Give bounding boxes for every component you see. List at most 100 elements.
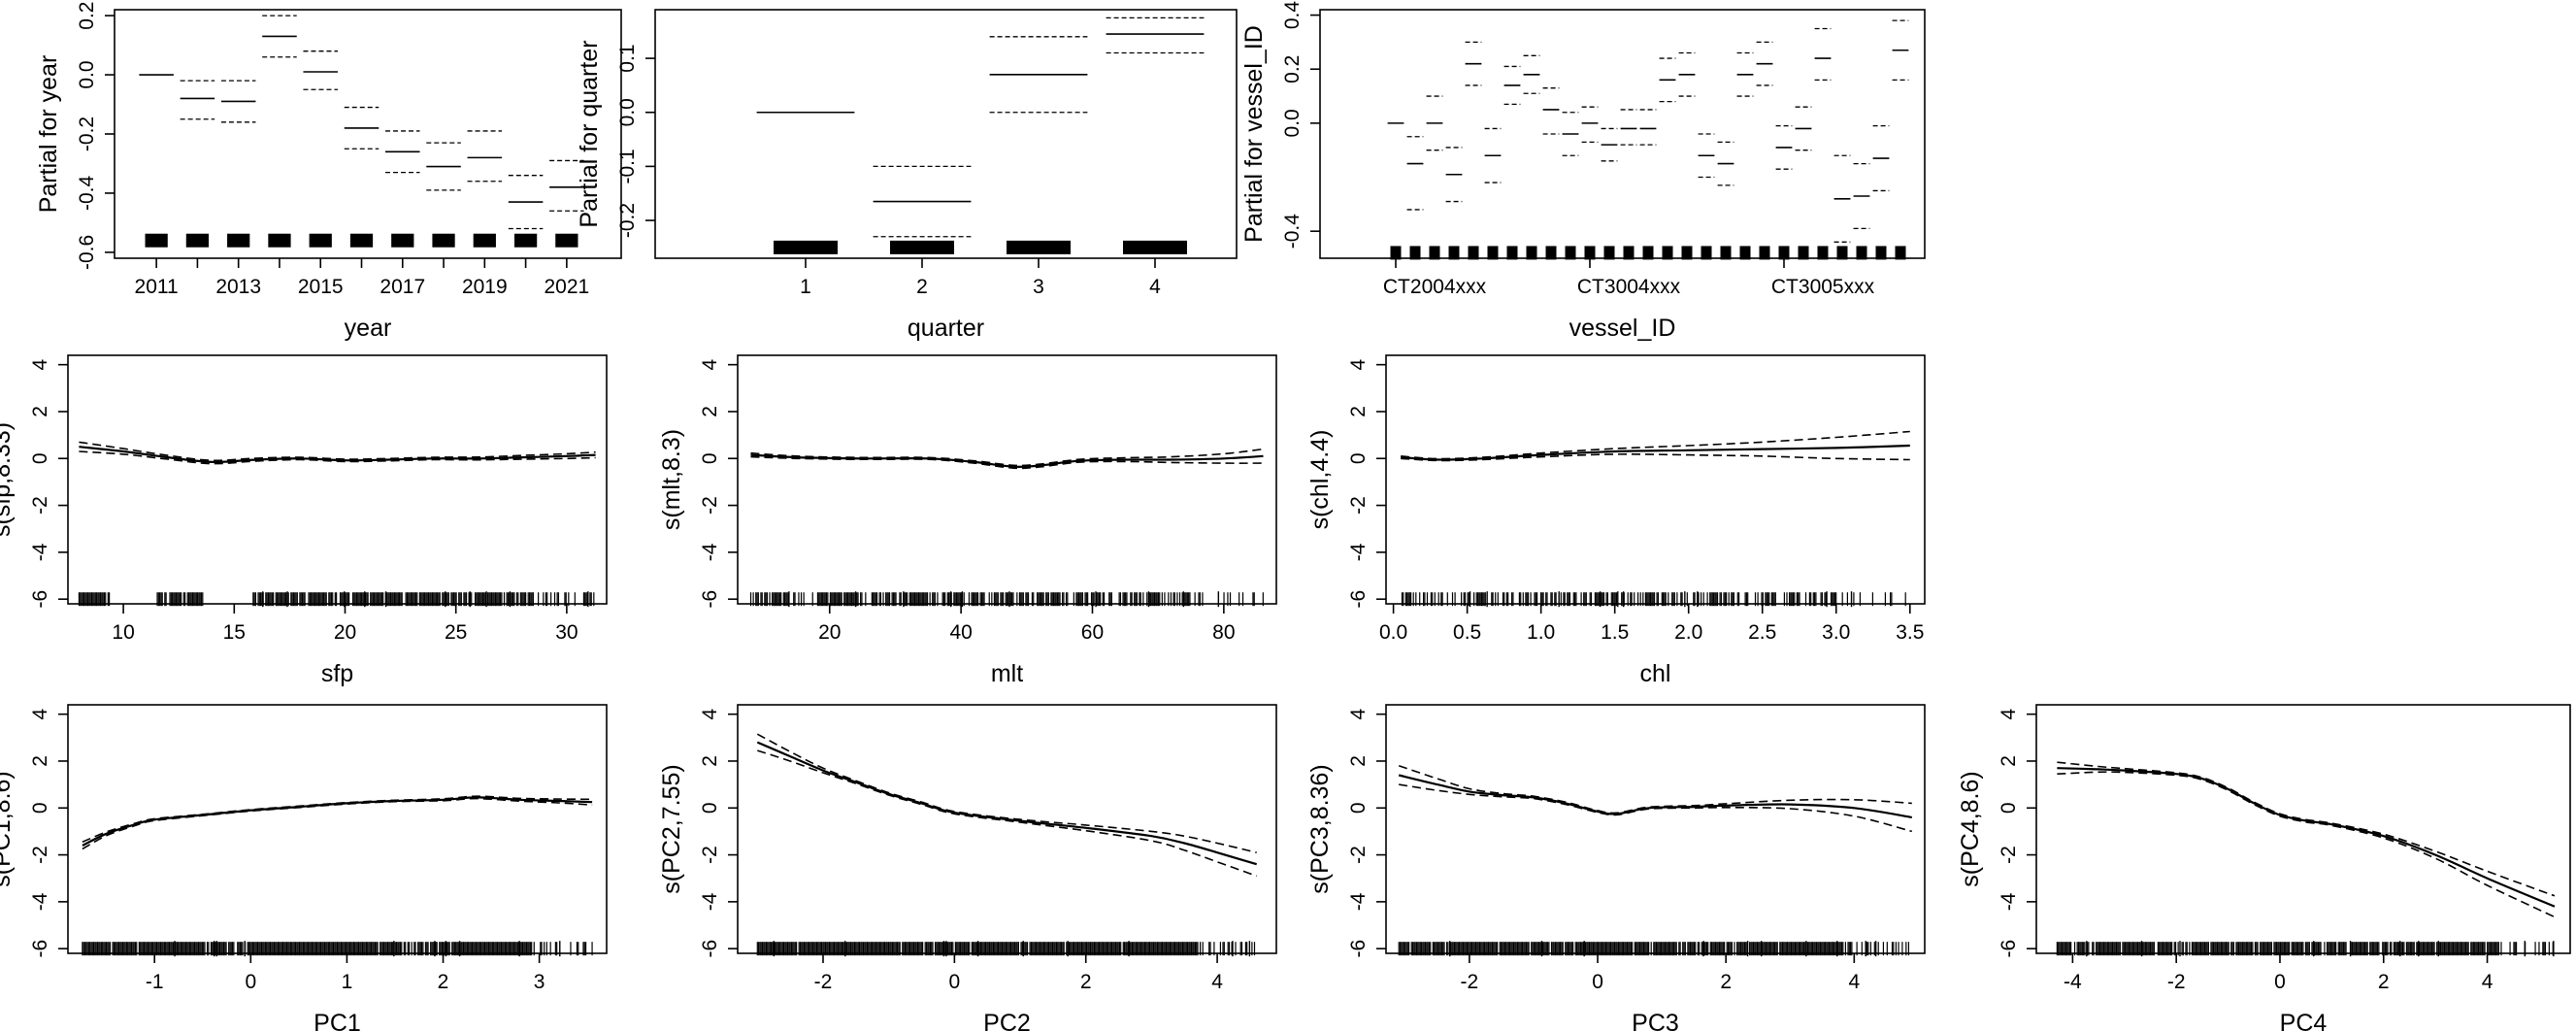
x-tick-label: 3 [1033, 276, 1044, 298]
x-tick-label: 30 [555, 621, 578, 644]
y-tick-label: 0 [1347, 802, 1370, 814]
y-axis-label: s(sfp,8.33) [0, 422, 16, 537]
factor-level [1620, 109, 1637, 260]
x-tick-label: 80 [1212, 621, 1235, 644]
x-axis-label: chl [1640, 660, 1671, 687]
x-tick-label: 2 [1720, 971, 1732, 993]
x-tick-label: 3.0 [1822, 621, 1850, 644]
rug-block [1123, 240, 1187, 254]
rug [1398, 941, 1910, 957]
x-tick-label: 20 [818, 621, 841, 644]
factor-level: 2015 [298, 50, 344, 298]
y-tick-label: 2 [29, 755, 51, 767]
rug-block [1778, 246, 1790, 260]
y-axis-label: s(chl,4.4) [1306, 430, 1334, 530]
rug [1401, 591, 1906, 608]
lower-ci-curve [757, 749, 1257, 878]
smooth-curve [2057, 767, 2556, 908]
y-tick-label: -6 [699, 590, 721, 609]
y-tick-label: -0.4 [76, 176, 98, 212]
y-tick-label: 4 [1347, 709, 1370, 720]
rug [2056, 941, 2555, 957]
x-tick-label: 2013 [215, 276, 261, 298]
factor-level [1736, 51, 1754, 260]
x-tick-label: 20 [334, 621, 356, 644]
rug-block [1662, 246, 1673, 260]
factor-level [1562, 112, 1579, 260]
rug-block [1429, 246, 1440, 260]
factor-level [1542, 87, 1560, 260]
factor-level: CT2004xxx [1383, 122, 1487, 298]
x-tick-label: 2017 [380, 276, 425, 298]
panel-pc3: -6 -4 -2 0 2 4 s(PC3,8.36) PC3 -2 0 2 4 [1306, 704, 1926, 1031]
plot-frame [1385, 704, 1926, 954]
x-tick-label: 0 [949, 971, 961, 993]
plot-frame [114, 9, 622, 259]
rug-block [1798, 246, 1809, 260]
rug [78, 591, 595, 608]
rug-block [1836, 246, 1848, 260]
upper-ci-curve [756, 733, 1257, 853]
factor-level [344, 106, 380, 268]
factor-level [426, 142, 461, 268]
rug-block [1565, 246, 1576, 260]
y-tick-label: -2 [699, 846, 721, 864]
x-tick-label: 4 [2482, 971, 2493, 993]
rug-block [227, 233, 250, 248]
rug-block [1603, 246, 1615, 260]
rug-block [1448, 246, 1460, 260]
x-tick-label: -4 [2064, 971, 2082, 993]
y-tick-label: -4 [699, 543, 721, 561]
x-tick-label: CT2004xxx [1383, 276, 1487, 298]
smooth-curve [1398, 774, 1912, 818]
rug-block [555, 233, 578, 248]
panel-quarter: -0.2 -0.1 0.0 0.1 Partial for quarter quarter… [576, 9, 1238, 342]
lower-ci-curve [82, 797, 593, 850]
factor-level [1523, 54, 1540, 260]
y-tick-label: -4 [1347, 543, 1370, 561]
x-tick-label: 10 [112, 621, 134, 644]
x-axis-label: vessel_ID [1569, 315, 1676, 342]
rug-block [309, 233, 332, 248]
factor-level [1639, 109, 1657, 260]
rug [82, 941, 593, 957]
rug-block [513, 233, 538, 248]
x-axis-label: sfp [321, 660, 353, 687]
factor-level [1659, 57, 1676, 260]
factor-level [1484, 127, 1502, 260]
x-tick-label: 1.0 [1527, 621, 1555, 644]
rug-block [1584, 246, 1596, 260]
factor-level: 2019 [462, 130, 508, 298]
plot-frame [1385, 354, 1926, 605]
rug-block [1545, 246, 1557, 260]
lower-ci-curve [79, 450, 596, 465]
rug-block [1720, 246, 1732, 260]
rug-block [1468, 246, 1479, 260]
x-axis-label: PC2 [983, 1010, 1031, 1031]
x-tick-label: 2.0 [1674, 621, 1702, 644]
rug-block [774, 240, 838, 254]
y-tick-label: 2 [699, 755, 721, 767]
rug-block [1487, 246, 1499, 260]
factor-level [180, 80, 215, 268]
rug-block [1856, 246, 1867, 260]
y-tick-label: -4 [29, 892, 51, 911]
x-axis-label: PC1 [314, 1010, 361, 1031]
rug [749, 591, 1264, 608]
factor-level [1406, 136, 1424, 260]
y-tick-label: 0.2 [76, 1, 98, 29]
panel-pc2: -6 -4 -2 0 2 4 s(PC2,7.55) PC2 -2 0 2 4 [658, 704, 1277, 1031]
y-tick-label: -6 [1998, 940, 2020, 958]
y-tick-label: -0.1 [616, 149, 639, 183]
x-tick-label: 2011 [135, 276, 179, 298]
y-tick-label: -4 [1998, 892, 2020, 911]
x-tick-label: 4 [1848, 971, 1860, 993]
x-tick-label: 3.5 [1896, 621, 1924, 644]
y-tick-label: 2 [1347, 755, 1370, 767]
smooth-curve [1401, 444, 1910, 461]
upper-ci-curve [79, 441, 596, 462]
y-tick-label: 0 [29, 452, 51, 464]
y-tick-label: 2 [29, 406, 51, 417]
plot-frame [67, 704, 608, 954]
